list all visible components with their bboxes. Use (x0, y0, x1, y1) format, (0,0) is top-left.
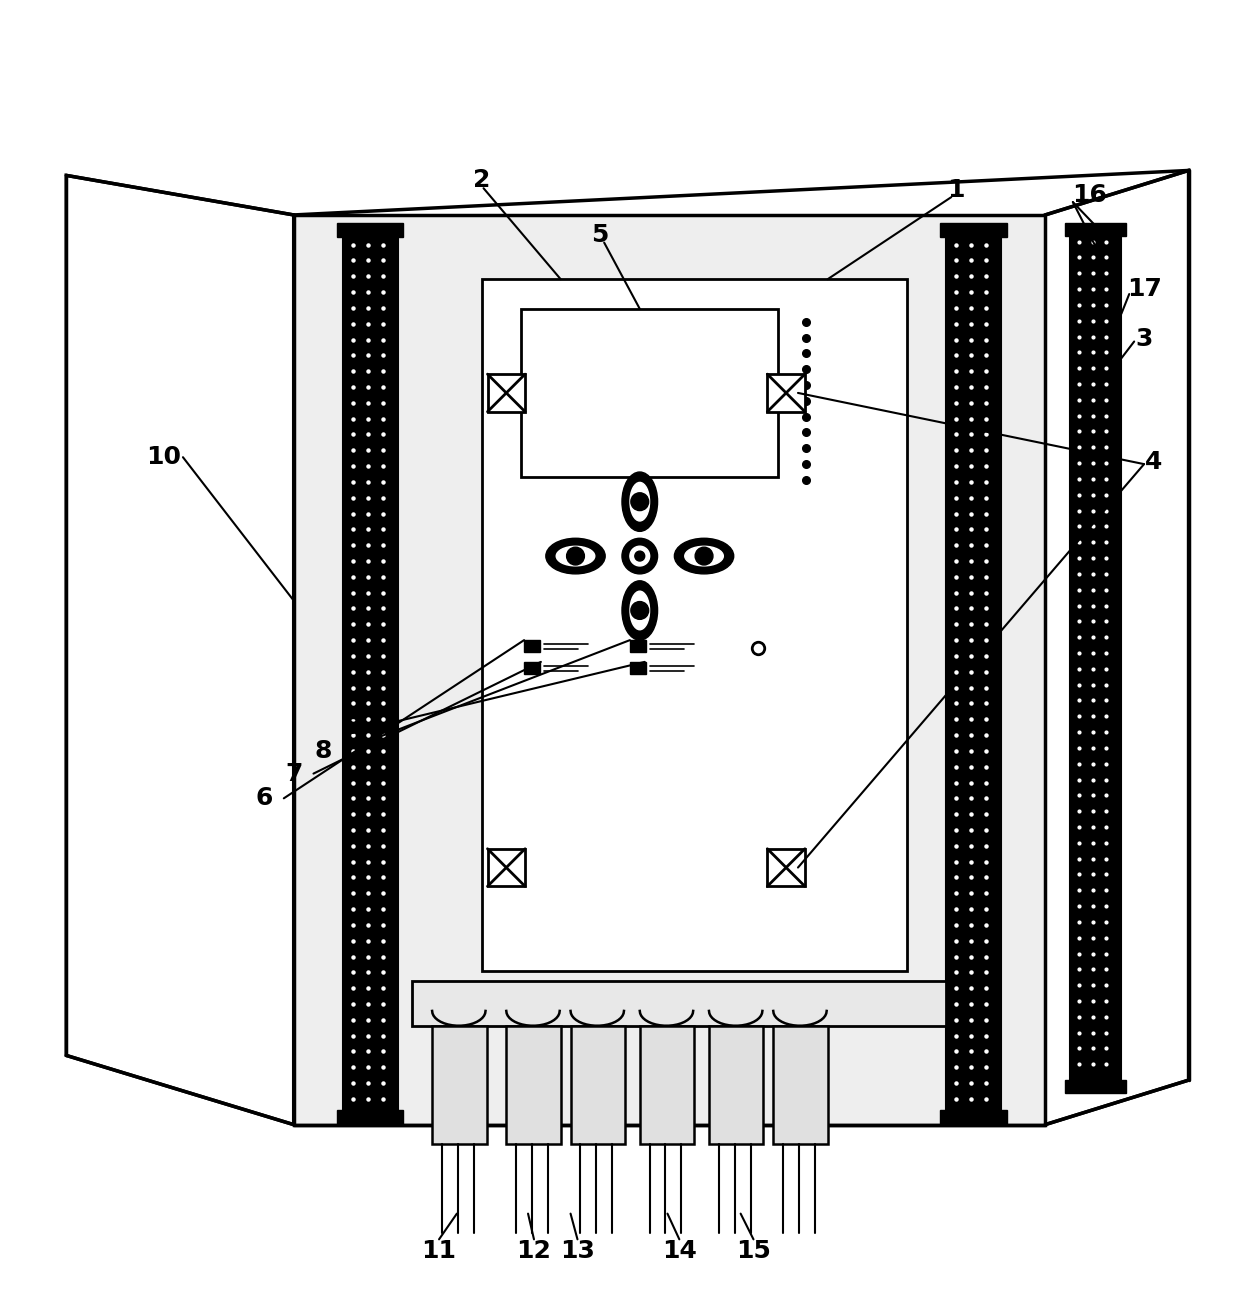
Ellipse shape (557, 547, 595, 566)
Bar (487, 374, 525, 411)
Text: 5: 5 (591, 223, 609, 246)
Bar (521, 309, 779, 477)
Text: 16: 16 (1073, 184, 1107, 207)
Circle shape (630, 546, 650, 566)
Text: 1: 1 (947, 178, 965, 202)
Text: 15: 15 (737, 1240, 771, 1263)
Text: 2: 2 (472, 168, 490, 193)
Bar (506, 1026, 560, 1144)
Circle shape (567, 547, 584, 565)
Bar (630, 641, 646, 652)
Text: 8: 8 (315, 738, 332, 763)
Ellipse shape (622, 581, 657, 641)
Polygon shape (66, 176, 294, 1125)
Bar (940, 1109, 1007, 1124)
Text: 12: 12 (517, 1240, 552, 1263)
Bar (630, 661, 646, 673)
Ellipse shape (675, 538, 734, 574)
Text: 7: 7 (285, 762, 303, 785)
Ellipse shape (622, 473, 657, 531)
Bar (709, 1026, 764, 1144)
Text: 17: 17 (1127, 277, 1162, 301)
Ellipse shape (684, 547, 723, 566)
Bar (337, 1109, 403, 1124)
Circle shape (696, 547, 713, 565)
Bar (768, 849, 805, 887)
Ellipse shape (630, 483, 650, 521)
Text: 10: 10 (145, 445, 181, 469)
Bar (294, 215, 1045, 1125)
Bar (487, 849, 525, 887)
Text: 6: 6 (255, 786, 273, 810)
Text: 13: 13 (560, 1240, 595, 1263)
Circle shape (631, 602, 649, 620)
Bar (946, 229, 1001, 1109)
Bar (481, 279, 906, 971)
Text: 11: 11 (422, 1240, 456, 1263)
Bar (413, 982, 946, 1026)
Bar (337, 223, 403, 237)
Bar (525, 661, 539, 673)
Bar (774, 1026, 827, 1144)
Text: 4: 4 (1146, 450, 1163, 474)
Bar (343, 229, 398, 1109)
Circle shape (631, 492, 649, 510)
Bar (1065, 223, 1126, 236)
Circle shape (622, 538, 657, 574)
Text: 9: 9 (345, 715, 362, 740)
Bar (570, 1026, 625, 1144)
Ellipse shape (630, 591, 650, 630)
Bar (1070, 229, 1121, 1081)
Bar (525, 641, 539, 652)
Text: 14: 14 (662, 1240, 697, 1263)
Bar (768, 374, 805, 411)
Polygon shape (1045, 171, 1189, 1125)
Ellipse shape (546, 538, 605, 574)
Bar (940, 223, 1007, 237)
Bar (432, 1026, 486, 1144)
Bar (640, 1026, 694, 1144)
Circle shape (635, 551, 645, 561)
Text: 3: 3 (1136, 327, 1153, 350)
Bar (1065, 1081, 1126, 1092)
